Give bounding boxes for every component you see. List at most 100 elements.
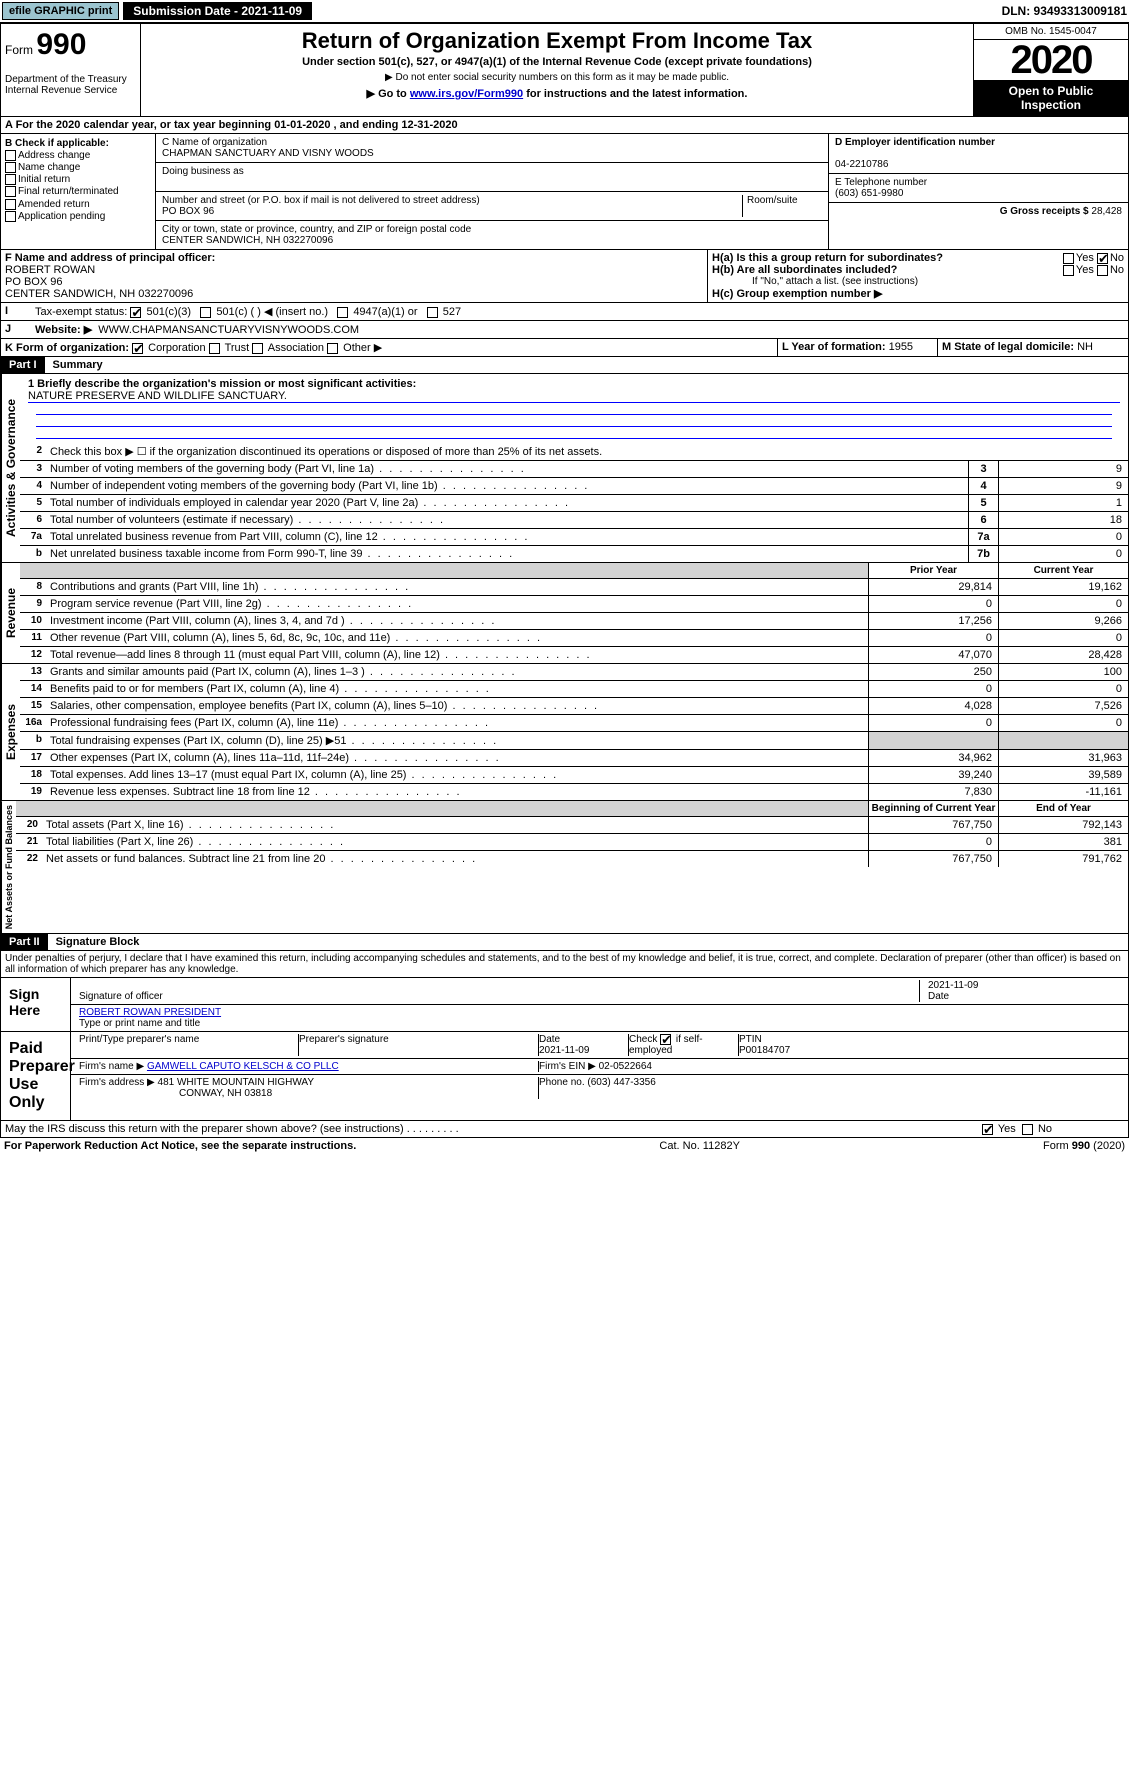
efile-button[interactable]: efile GRAPHIC print bbox=[2, 2, 119, 20]
go-to-note: ▶ Go to www.irs.gov/Form990 for instruct… bbox=[145, 87, 969, 100]
line5: Total number of individuals employed in … bbox=[46, 495, 968, 511]
table-row: Other expenses (Part IX, column (A), lin… bbox=[46, 750, 868, 766]
form-subtitle: Under section 501(c), 527, or 4947(a)(1)… bbox=[145, 56, 969, 68]
org-addr: PO BOX 96 bbox=[162, 206, 214, 217]
topbar: efile GRAPHIC print Submission Date - 20… bbox=[0, 0, 1129, 23]
addr-label: Number and street (or P.O. box if mail i… bbox=[162, 195, 480, 206]
m-label: M State of legal domicile: bbox=[942, 341, 1074, 353]
table-row: Benefits paid to or for members (Part IX… bbox=[46, 681, 868, 697]
chk-4947[interactable] bbox=[337, 307, 348, 318]
table-row: Total fundraising expenses (Part IX, col… bbox=[46, 732, 868, 749]
chk-corp[interactable] bbox=[132, 343, 143, 354]
line6-val: 18 bbox=[998, 512, 1128, 528]
current-hdr: Current Year bbox=[998, 563, 1128, 578]
chk-pending[interactable]: Application pending bbox=[5, 211, 151, 222]
city-label: City or town, state or province, country… bbox=[162, 224, 471, 235]
chk-assoc[interactable] bbox=[252, 343, 263, 354]
form-number: 990 bbox=[36, 28, 86, 61]
sig-officer: Signature of officer bbox=[79, 991, 163, 1002]
mission-q: 1 Briefly describe the organization's mi… bbox=[28, 378, 1120, 390]
chk-address[interactable]: Address change bbox=[5, 150, 151, 161]
line4-val: 9 bbox=[998, 478, 1128, 494]
dba-label: Doing business as bbox=[162, 166, 244, 177]
self-emp: Check if self-employed bbox=[629, 1034, 739, 1056]
chk-501c[interactable] bbox=[200, 307, 211, 318]
firm-label: Firm's name ▶ bbox=[79, 1061, 144, 1072]
part1-label: Part I bbox=[1, 357, 45, 373]
table-row: Total assets (Part X, line 16) bbox=[42, 817, 868, 833]
footer-right: Form 990 (2020) bbox=[1043, 1140, 1125, 1152]
table-row: Professional fundraising fees (Part IX, … bbox=[46, 715, 868, 731]
netassets-label: Net Assets or Fund Balances bbox=[1, 801, 16, 933]
governance-section: Activities & Governance 1 Briefly descri… bbox=[0, 374, 1129, 563]
sign-label: Sign Here bbox=[1, 978, 71, 1031]
table-row: Total revenue—add lines 8 through 11 (mu… bbox=[46, 647, 868, 663]
table-row: Total liabilities (Part X, line 26) bbox=[42, 834, 868, 850]
line3-val: 9 bbox=[998, 461, 1128, 477]
room-label: Room/suite bbox=[742, 195, 822, 217]
firm-ein: 02-0522664 bbox=[599, 1061, 652, 1072]
domicile: NH bbox=[1077, 341, 1093, 353]
form-header: Form 990 Department of the Treasury Inte… bbox=[0, 23, 1129, 117]
table-row: Grants and similar amounts paid (Part IX… bbox=[46, 664, 868, 680]
faddr-label: Firm's address ▶ bbox=[79, 1077, 155, 1088]
table-row: Other revenue (Part VIII, column (A), li… bbox=[46, 630, 868, 646]
firm-name[interactable]: GAMWELL CAPUTO KELSCH & CO PLLC bbox=[147, 1061, 339, 1072]
begin-hdr: Beginning of Current Year bbox=[868, 801, 998, 816]
line6: Total number of volunteers (estimate if … bbox=[46, 512, 968, 528]
ein: 04-2210786 bbox=[835, 159, 888, 170]
name-label: Type or print name and title bbox=[79, 1018, 200, 1029]
discuss-yes[interactable] bbox=[982, 1124, 993, 1135]
chk-initial[interactable]: Initial return bbox=[5, 174, 151, 185]
perjury: Under penalties of perjury, I declare th… bbox=[0, 951, 1129, 978]
line-a: A For the 2020 calendar year, or tax yea… bbox=[1, 117, 462, 133]
firm-addr2: CONWAY, NH 03818 bbox=[79, 1088, 272, 1099]
irs-link[interactable]: www.irs.gov/Form990 bbox=[410, 88, 523, 100]
officer-name-link[interactable]: ROBERT ROWAN PRESIDENT bbox=[79, 1007, 221, 1018]
table-row: Net assets or fund balances. Subtract li… bbox=[42, 851, 868, 867]
footer-mid: Cat. No. 11282Y bbox=[659, 1140, 740, 1152]
f-label: F Name and address of principal officer: bbox=[5, 252, 215, 264]
chk-final[interactable]: Final return/terminated bbox=[5, 186, 151, 197]
chk-other[interactable] bbox=[327, 343, 338, 354]
expenses-label: Expenses bbox=[1, 664, 20, 800]
e-label: E Telephone number bbox=[835, 177, 927, 188]
line7b: Net unrelated business taxable income fr… bbox=[46, 546, 968, 562]
revenue-label: Revenue bbox=[1, 563, 20, 663]
expenses-section: Expenses 13Grants and similar amounts pa… bbox=[0, 664, 1129, 801]
officer-name: ROBERT ROWAN bbox=[5, 264, 95, 276]
part2-header: Part II Signature Block bbox=[0, 934, 1129, 951]
website: WWW.CHAPMANSANCTUARYVISNYWOODS.COM bbox=[98, 324, 359, 336]
firm-addr1: 481 WHITE MOUNTAIN HIGHWAY bbox=[158, 1077, 315, 1088]
chk-527[interactable] bbox=[427, 307, 438, 318]
line5-val: 1 bbox=[998, 495, 1128, 511]
discuss-no[interactable] bbox=[1022, 1124, 1033, 1135]
i-label: Tax-exempt status: bbox=[35, 306, 127, 318]
j-label: Website: ▶ bbox=[35, 324, 92, 336]
ein-label: Firm's EIN ▶ bbox=[539, 1061, 596, 1072]
chk-amended[interactable]: Amended return bbox=[5, 199, 151, 210]
discuss: May the IRS discuss this return with the… bbox=[1, 1121, 978, 1137]
tax-year: 2020 bbox=[974, 40, 1128, 80]
phone: (603) 651-9980 bbox=[835, 188, 903, 199]
table-row: Revenue less expenses. Subtract line 18 … bbox=[46, 784, 868, 800]
line7b-val: 0 bbox=[998, 546, 1128, 562]
sig-date: 2021-11-09 bbox=[928, 980, 978, 991]
gross-receipts: 28,428 bbox=[1091, 206, 1122, 217]
chk-trust[interactable] bbox=[209, 343, 220, 354]
chk-501c3[interactable] bbox=[130, 307, 141, 318]
line2: Check this box ▶ ☐ if the organization d… bbox=[46, 443, 1128, 460]
chk-name[interactable]: Name change bbox=[5, 162, 151, 173]
form-title: Return of Organization Exempt From Incom… bbox=[145, 28, 969, 54]
line7a-val: 0 bbox=[998, 529, 1128, 545]
footer-left: For Paperwork Reduction Act Notice, see … bbox=[4, 1140, 356, 1152]
table-row: Contributions and grants (Part VIII, lin… bbox=[46, 579, 868, 595]
table-row: Total expenses. Add lines 13–17 (must eq… bbox=[46, 767, 868, 783]
l-label: L Year of formation: bbox=[782, 341, 886, 353]
ptin: P00184707 bbox=[739, 1045, 790, 1056]
part2-title: Signature Block bbox=[48, 934, 148, 950]
footer: For Paperwork Reduction Act Notice, see … bbox=[0, 1138, 1129, 1154]
part2-label: Part II bbox=[1, 934, 48, 950]
prep-date: 2021-11-09 bbox=[539, 1045, 589, 1056]
open-public: Open to Public Inspection bbox=[974, 80, 1128, 116]
